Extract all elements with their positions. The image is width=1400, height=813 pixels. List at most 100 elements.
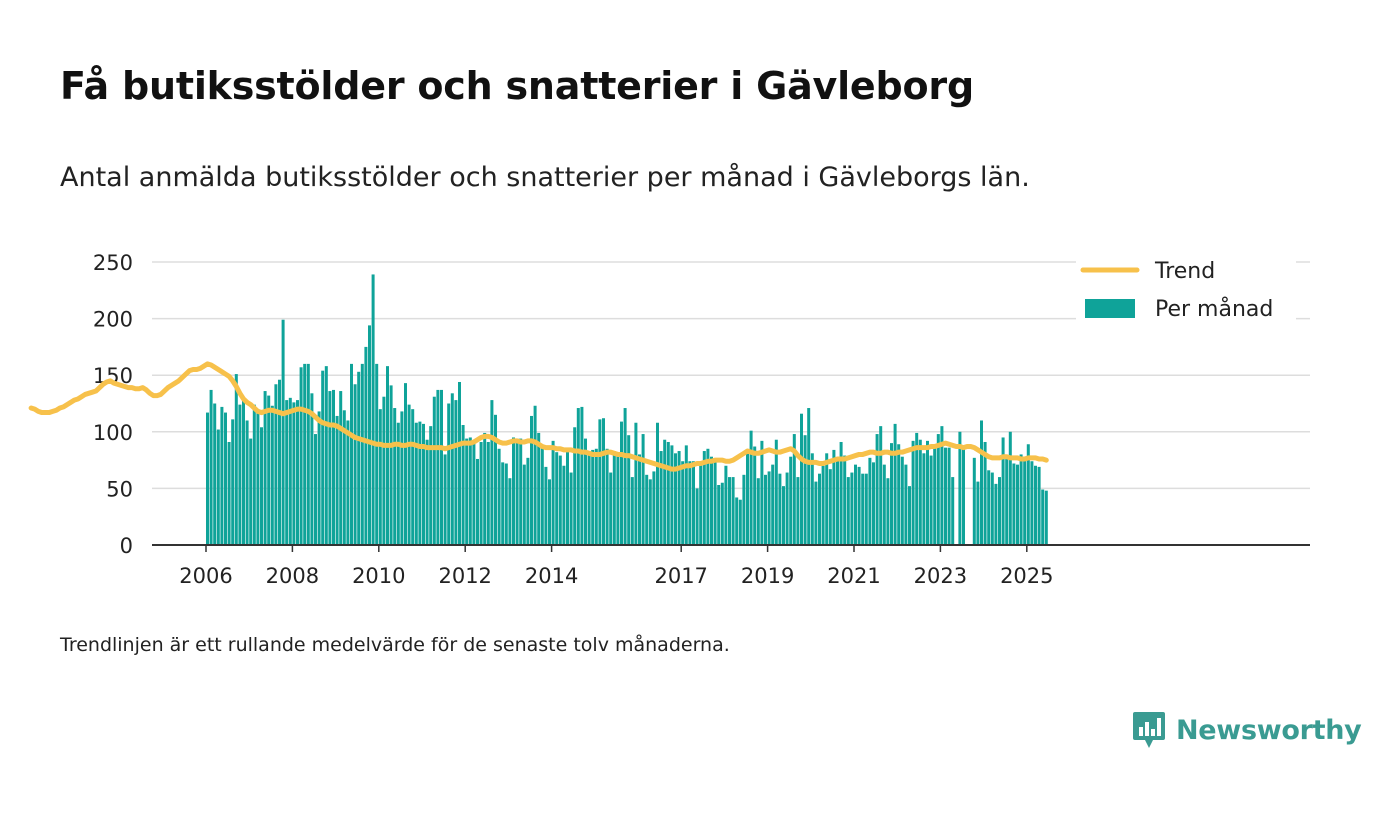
bar	[411, 409, 415, 545]
y-tick-label: 250	[93, 251, 133, 275]
x-axis: 2006 2008 2010 2012 2014 2017 2019 2021 2023 2025	[179, 545, 1054, 588]
bar	[904, 464, 908, 545]
trend-line	[28, 361, 1049, 472]
bar	[558, 455, 562, 545]
bar	[530, 415, 533, 545]
bar	[450, 393, 454, 545]
bar	[1041, 489, 1045, 545]
bar	[209, 389, 213, 545]
bar	[792, 434, 796, 545]
bar	[731, 477, 735, 545]
x-tick-label: 2023	[914, 564, 967, 588]
bar	[1023, 460, 1027, 545]
bar	[576, 408, 580, 545]
bar	[875, 434, 879, 545]
x-tick-label: 2025	[1000, 564, 1053, 588]
bar	[519, 438, 523, 545]
bar	[328, 391, 332, 545]
bar	[735, 497, 739, 545]
bar	[990, 472, 994, 545]
bar	[353, 384, 357, 545]
bar	[807, 408, 811, 545]
bar	[447, 403, 451, 545]
bar	[1001, 437, 1005, 545]
bar	[562, 465, 566, 545]
bar	[386, 366, 389, 545]
bar	[1030, 461, 1034, 545]
bar	[378, 409, 382, 545]
bar	[728, 477, 731, 545]
bar	[213, 403, 217, 545]
bar	[857, 466, 861, 545]
bar	[699, 461, 703, 545]
bar	[540, 446, 544, 545]
bar	[976, 481, 980, 545]
bar	[940, 426, 944, 545]
bar	[533, 405, 537, 545]
bar	[720, 482, 724, 545]
bar	[915, 432, 919, 545]
bar	[1019, 454, 1023, 545]
bar	[972, 457, 976, 545]
bar	[922, 453, 926, 545]
bar	[850, 472, 854, 545]
bar	[382, 396, 386, 545]
bar	[630, 477, 634, 545]
bar	[893, 423, 897, 545]
bar	[1008, 431, 1012, 545]
bar	[753, 446, 757, 545]
bar	[468, 437, 472, 545]
bar	[652, 471, 656, 545]
bar	[760, 440, 764, 545]
bar	[825, 453, 829, 545]
bar	[339, 391, 343, 545]
bar	[886, 478, 890, 545]
bar	[263, 391, 267, 545]
bar	[951, 477, 955, 545]
bar	[555, 452, 559, 545]
bar	[1005, 455, 1009, 545]
bar	[774, 439, 778, 545]
bar	[1044, 490, 1048, 545]
bar	[465, 438, 469, 545]
bar	[461, 425, 465, 545]
bar	[926, 440, 929, 545]
bar	[843, 455, 847, 545]
y-tick-label: 100	[93, 421, 133, 445]
bar	[436, 389, 440, 545]
bar	[285, 400, 289, 545]
bar	[796, 477, 800, 545]
bar	[908, 486, 911, 545]
bar	[695, 488, 699, 545]
bar	[846, 477, 850, 545]
bar	[432, 396, 436, 545]
bar	[591, 449, 595, 545]
bar	[1012, 463, 1016, 545]
bar	[677, 451, 681, 545]
bar	[357, 371, 361, 545]
bar	[242, 398, 245, 545]
bar	[216, 429, 220, 545]
bar	[897, 444, 901, 545]
bar	[566, 448, 569, 545]
bar	[256, 409, 260, 545]
bar	[526, 457, 530, 545]
bar	[335, 415, 339, 545]
bar	[746, 449, 749, 545]
bar	[742, 474, 746, 545]
bar	[717, 485, 721, 545]
x-tick-label: 2019	[741, 564, 794, 588]
bar	[332, 389, 335, 545]
bar	[245, 420, 249, 545]
bar	[724, 465, 728, 545]
bar	[868, 457, 872, 545]
bar	[609, 472, 613, 545]
legend-bar-swatch	[1085, 299, 1135, 318]
bar	[414, 422, 418, 545]
bar	[814, 481, 818, 545]
bar	[702, 451, 706, 545]
bar	[501, 462, 505, 545]
bar	[497, 448, 501, 545]
bar	[623, 408, 627, 545]
